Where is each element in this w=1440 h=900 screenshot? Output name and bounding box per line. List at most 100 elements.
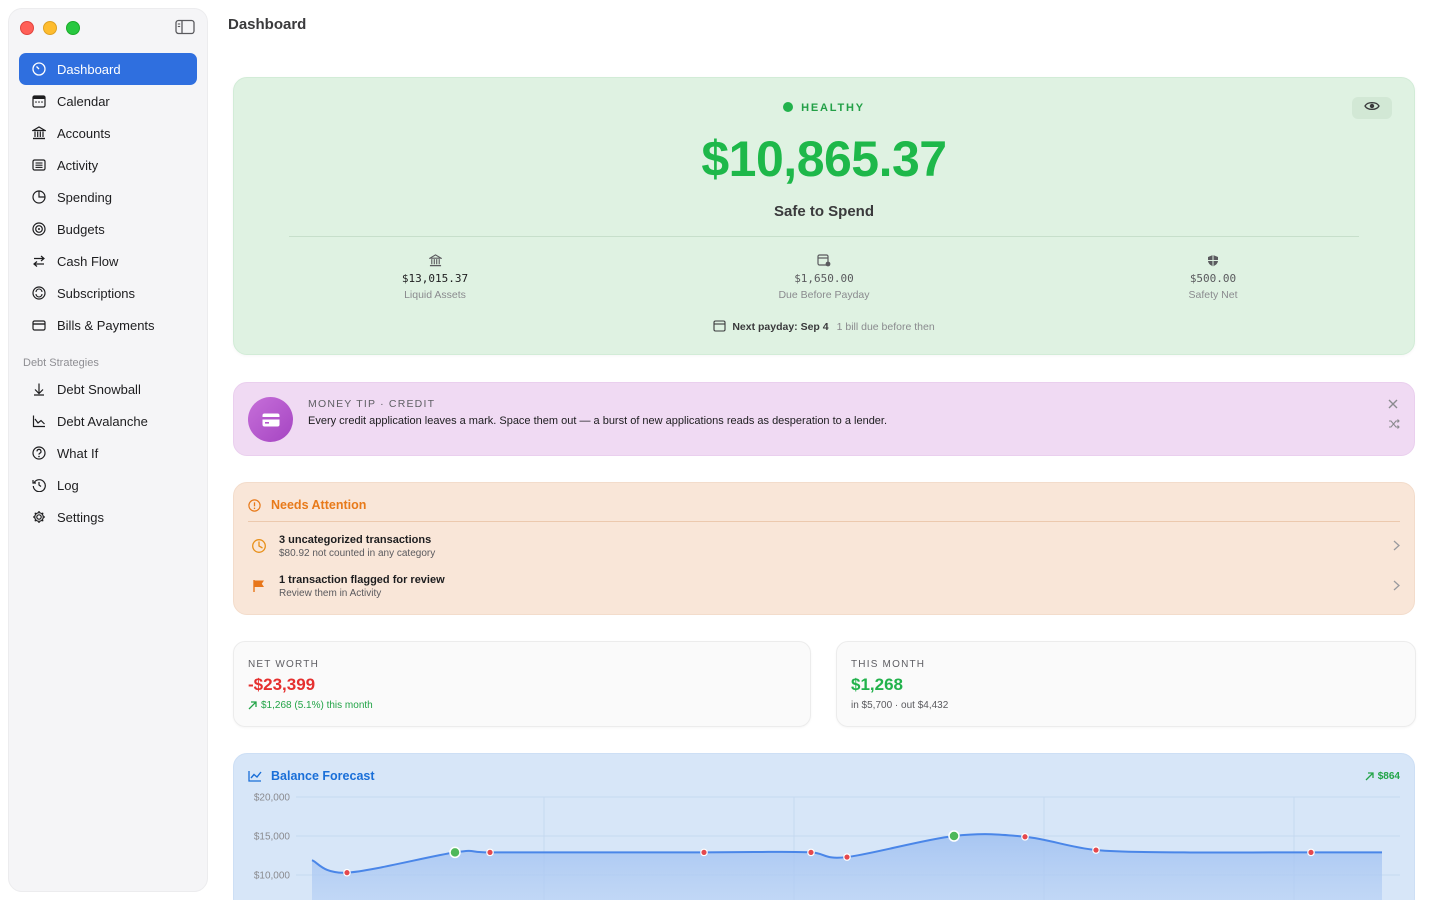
chevron-right-icon bbox=[1393, 579, 1400, 594]
attention-row-sub: Review them in Activity bbox=[279, 587, 382, 599]
calendar-icon bbox=[713, 320, 726, 335]
forecast-line bbox=[311, 833, 1382, 874]
sidebar-item-calendar[interactable]: Calendar bbox=[19, 85, 197, 117]
eye-icon bbox=[1364, 99, 1380, 117]
needs-attention-title: Needs Attention bbox=[271, 498, 367, 512]
sidebar-item-label: Dashboard bbox=[57, 61, 121, 77]
stat-safety-net: $500.00 Safety Net bbox=[1113, 254, 1313, 301]
pie-icon bbox=[31, 189, 47, 205]
close-icon[interactable] bbox=[1388, 397, 1398, 412]
money-tip-card: MONEY TIP · CREDIT Every credit applicat… bbox=[233, 382, 1415, 456]
close-window-button[interactable] bbox=[20, 21, 34, 35]
sidebar-item-log[interactable]: Log bbox=[19, 469, 197, 501]
net-worth-change: $1,268 (5.1%) this month bbox=[248, 700, 373, 711]
list-icon bbox=[31, 157, 47, 173]
attention-row-title: 1 transaction flagged for review bbox=[279, 573, 445, 586]
sidebar-item-bills-payments[interactable]: Bills & Payments bbox=[19, 309, 197, 341]
chart-icon bbox=[31, 413, 47, 429]
this-month-card[interactable]: THIS MONTH $1,268 in $5,700 · out $4,432 bbox=[836, 641, 1416, 727]
y-tick-label: $20,000 bbox=[254, 793, 291, 804]
credit-card-icon bbox=[248, 397, 293, 442]
arrows-icon bbox=[31, 253, 47, 269]
sidebar-item-label: Budgets bbox=[57, 221, 105, 237]
attention-row-flagged[interactable]: 1 transaction flagged for review Review … bbox=[248, 569, 1400, 603]
bill-marker bbox=[843, 853, 851, 861]
bill-marker bbox=[807, 848, 815, 857]
sidebar: Dashboard Calendar Accounts Activity Spe… bbox=[8, 8, 208, 892]
sidebar-item-dashboard[interactable]: Dashboard bbox=[19, 53, 197, 85]
balance-forecast-header: Balance Forecast bbox=[248, 769, 375, 783]
bill-marker bbox=[1092, 846, 1100, 854]
sidebar-item-label: What If bbox=[57, 445, 99, 461]
y-tick-label: $15,000 bbox=[254, 832, 291, 843]
target-icon bbox=[31, 221, 47, 237]
stat-label: Liquid Assets bbox=[404, 289, 466, 301]
attention-row-uncategorized[interactable]: 3 uncategorized transactions $80.92 not … bbox=[248, 529, 1400, 563]
sidebar-toggle-icon[interactable] bbox=[175, 19, 195, 35]
safe-to-spend-amount: $10,865.37 bbox=[701, 131, 947, 187]
tip-heading: MONEY TIP · CREDIT bbox=[308, 398, 436, 410]
tip-text: Every credit application leaves a mark. … bbox=[308, 415, 888, 427]
arrow-up-right-icon bbox=[1365, 772, 1374, 781]
minimize-window-button[interactable] bbox=[43, 21, 57, 35]
stat-label: Safety Net bbox=[1188, 289, 1238, 301]
balance-forecast-card: $20,000 $15,000 $10,000 Balance Forecast $… bbox=[233, 753, 1415, 900]
bill-icon bbox=[724, 254, 924, 268]
zoom-window-button[interactable] bbox=[66, 21, 80, 35]
forecast-delta: $864 bbox=[1365, 771, 1400, 782]
page-title: Dashboard bbox=[228, 16, 307, 33]
shuffle-icon[interactable] bbox=[1388, 416, 1400, 434]
sidebar-item-cash-flow[interactable]: Cash Flow bbox=[19, 245, 197, 277]
payday-date: Next payday: Sep 4 bbox=[732, 321, 829, 333]
attention-row-sub: $80.92 not counted in any category bbox=[279, 547, 436, 559]
sidebar-item-what-if[interactable]: What If bbox=[19, 437, 197, 469]
gear-icon bbox=[31, 509, 47, 525]
flag-icon bbox=[248, 579, 270, 593]
stat-value: $500.00 bbox=[1189, 272, 1237, 285]
this-month-heading: THIS MONTH bbox=[851, 659, 926, 670]
sidebar-item-budgets[interactable]: Budgets bbox=[19, 213, 197, 245]
sidebar-item-label: Activity bbox=[57, 157, 99, 173]
sidebar-item-activity[interactable]: Activity bbox=[19, 149, 197, 181]
safe-to-spend-card: HEALTHY $10,865.37 Safe to Spend $13,015… bbox=[233, 77, 1415, 355]
status-label: HEALTHY bbox=[801, 102, 865, 114]
balance-forecast-title: Balance Forecast bbox=[271, 769, 375, 783]
calendar-icon bbox=[31, 93, 47, 109]
line-chart-icon bbox=[248, 770, 262, 782]
stat-value: $1,650.00 bbox=[794, 272, 854, 285]
income-marker bbox=[449, 846, 461, 859]
sidebar-item-debt-snowball[interactable]: Debt Snowball bbox=[19, 373, 197, 405]
net-worth-value: -$23,399 bbox=[248, 675, 316, 694]
stat-liquid-assets: $13,015.37 Liquid Assets bbox=[335, 254, 535, 301]
sidebar-item-label: Calendar bbox=[57, 93, 110, 109]
sidebar-item-accounts[interactable]: Accounts bbox=[19, 117, 197, 149]
sidebar-item-label: Subscriptions bbox=[57, 285, 136, 301]
next-payday: Next payday: Sep 4 1 bill due before then bbox=[234, 320, 1414, 335]
toggle-visibility-button[interactable] bbox=[1352, 97, 1392, 119]
history-icon bbox=[31, 477, 47, 493]
needs-attention-card: Needs Attention 3 uncategorized transact… bbox=[233, 482, 1415, 615]
sidebar-item-label: Debt Avalanche bbox=[57, 413, 148, 429]
stat-value: $13,015.37 bbox=[401, 272, 469, 285]
safe-to-spend-label: Safe to Spend bbox=[773, 203, 874, 220]
bill-marker bbox=[486, 848, 494, 857]
sidebar-item-debt-avalanche[interactable]: Debt Avalanche bbox=[19, 405, 197, 437]
net-worth-card[interactable]: NET WORTH -$23,399 $1,268 (5.1%) this mo… bbox=[233, 641, 811, 727]
stat-label: Due Before Payday bbox=[778, 289, 870, 301]
question-icon bbox=[31, 445, 47, 461]
y-tick-label: $10,000 bbox=[254, 871, 291, 882]
dashboard-icon bbox=[31, 61, 47, 77]
sidebar-item-subscriptions[interactable]: Subscriptions bbox=[19, 277, 197, 309]
pie-chart-icon bbox=[248, 538, 270, 554]
sidebar-item-settings[interactable]: Settings bbox=[19, 501, 197, 533]
sidebar-item-label: Bills & Payments bbox=[57, 317, 155, 333]
sidebar-item-spending[interactable]: Spending bbox=[19, 181, 197, 213]
alert-icon bbox=[248, 498, 261, 512]
bill-marker bbox=[1021, 832, 1029, 841]
sidebar-item-label: Debt Snowball bbox=[57, 381, 141, 397]
this-month-sub: in $5,700 · out $4,432 bbox=[851, 700, 949, 711]
bill-marker bbox=[1307, 848, 1315, 857]
sidebar-item-label: Spending bbox=[57, 189, 112, 205]
attention-row-title: 3 uncategorized transactions bbox=[279, 533, 432, 546]
bank-icon bbox=[335, 254, 535, 268]
